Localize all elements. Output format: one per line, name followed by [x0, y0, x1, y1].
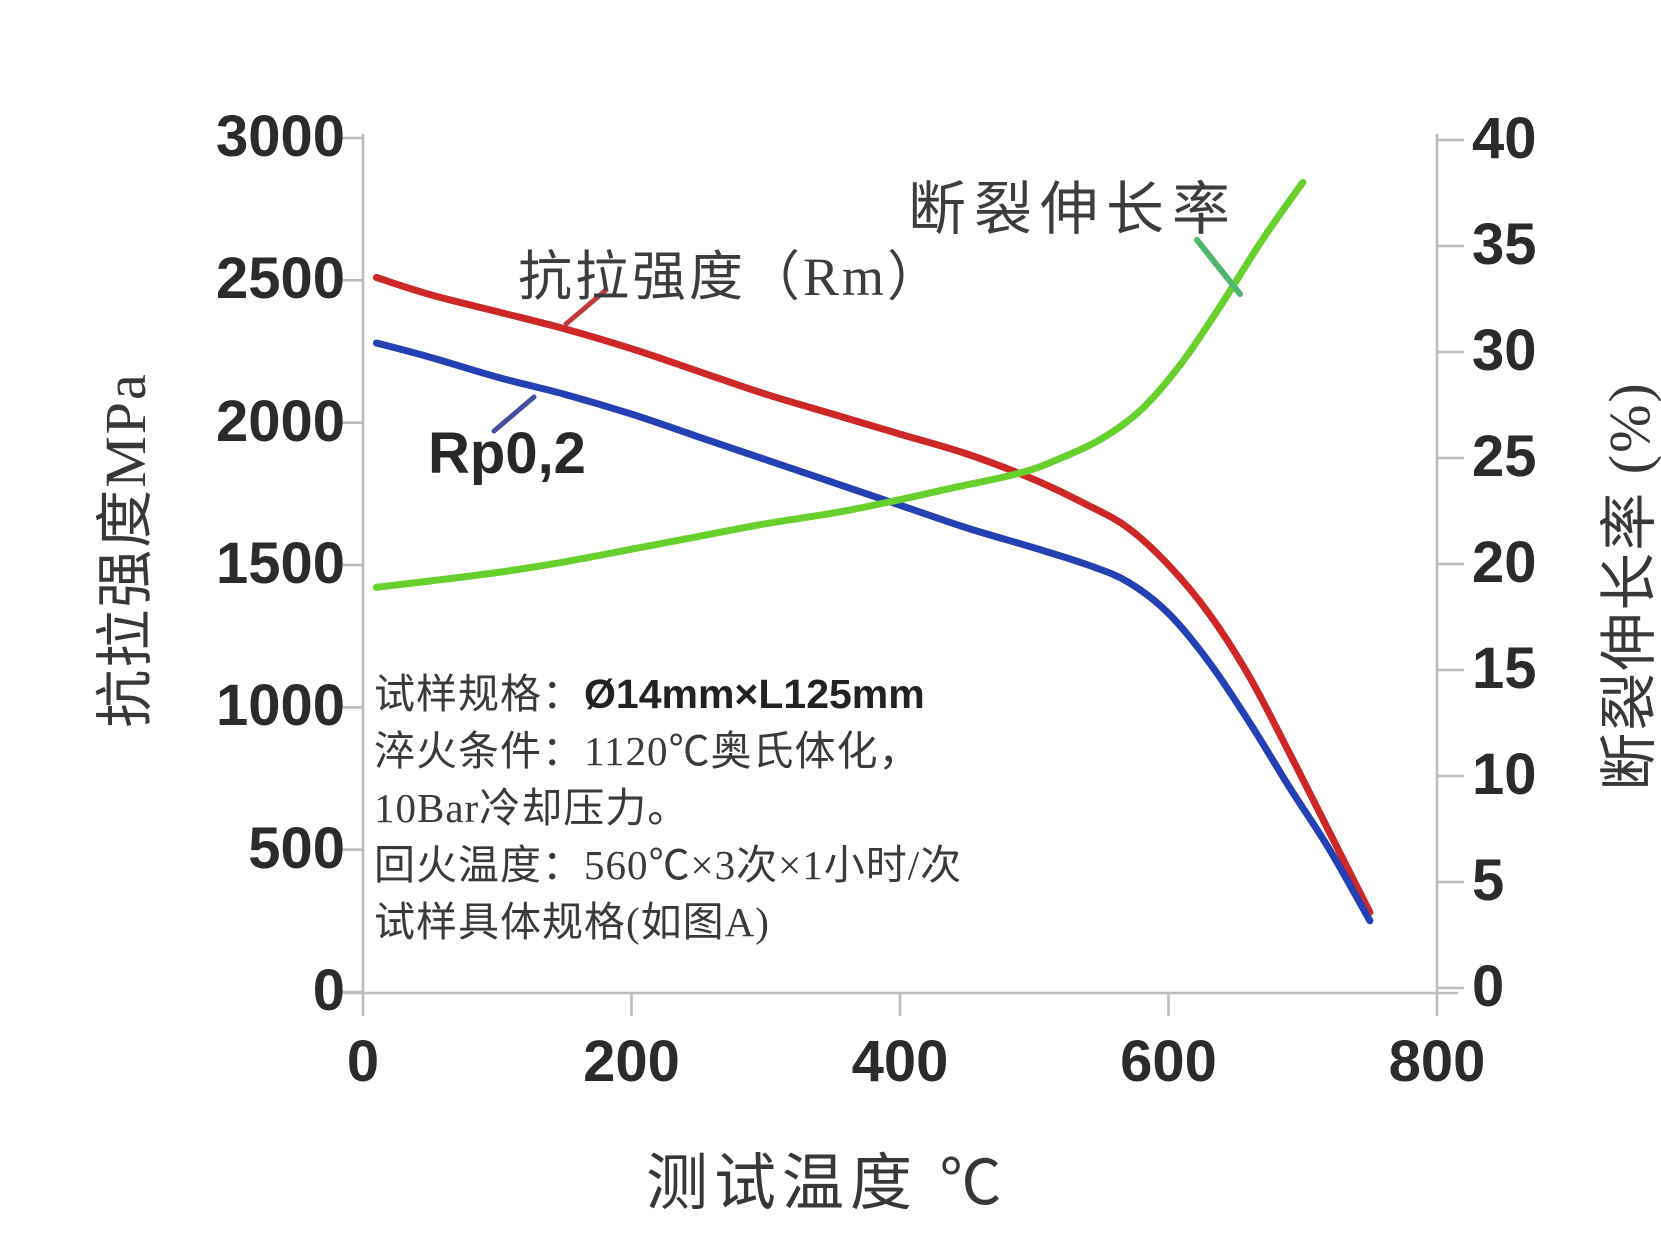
y-axis-right-title: 断裂伸长率 (%)	[1597, 381, 1661, 791]
annotation-line-specimen: 试样规格：Ø14mm×L125mm	[374, 666, 962, 723]
callout-elongation	[1194, 237, 1243, 297]
annotation-line-pressure: 10Bar冷却压力。	[374, 785, 690, 831]
y-left-tick-label-1500: 1500	[215, 530, 345, 596]
y-right-tick-label-40: 40	[1472, 105, 1537, 171]
x-tick-label-800: 800	[1388, 1029, 1486, 1094]
series-label-rm: 抗拉强度（Rm）	[518, 247, 945, 307]
x-tick-label-200: 200	[583, 1029, 680, 1094]
x-tick-label-400: 400	[851, 1029, 949, 1094]
y-right-tick-label-15: 15	[1472, 635, 1537, 701]
callout-rp02	[491, 394, 537, 434]
y-right-tick-label-5: 5	[1472, 847, 1505, 913]
annotation-line-temper: 回火温度：560℃×3次×1小时/次	[374, 842, 963, 888]
y-left-tick-label-2000: 2000	[215, 388, 345, 454]
y-right-tick-label-10: 10	[1472, 741, 1537, 807]
y-left-tick-label-0: 0	[312, 957, 345, 1023]
annotation-line-figure: 试样具体规格(如图A)	[374, 899, 770, 945]
y-right-tick-label-25: 25	[1472, 423, 1537, 489]
x-tick-label-600: 600	[1120, 1029, 1217, 1094]
series-label-rp02: Rp0,2	[428, 421, 586, 486]
y-left-tick-label-2500: 2500	[215, 246, 345, 312]
annotation-specimen-value: Ø14mm×L125mm	[584, 671, 925, 717]
curve-rm	[372, 273, 1374, 916]
y-left-tick-label-1000: 1000	[215, 673, 345, 739]
y-left-tick-label-500: 500	[248, 815, 345, 881]
y-left-tick-label-3000: 3000	[215, 103, 345, 169]
annotation-specimen-label: 试样规格：	[374, 671, 584, 717]
curve-elongation	[372, 178, 1307, 591]
x-axis-title: 测试温度 ℃	[646, 1150, 1008, 1218]
y-right-tick-label-30: 30	[1472, 317, 1537, 383]
callout-rm	[563, 287, 609, 327]
y-right-tick-label-0: 0	[1472, 953, 1505, 1019]
annotation-block: 试样规格：Ø14mm×L125mm 淬火条件：1120℃奥氏体化， 10Bar冷…	[374, 666, 962, 951]
y-axis-left-title: 抗拉强度MPa	[93, 372, 158, 728]
y-right-tick-label-35: 35	[1472, 211, 1537, 277]
series-label-elongation: 断裂伸长率	[908, 177, 1239, 242]
y-right-tick-label-20: 20	[1472, 529, 1537, 595]
annotation-line-quench: 淬火条件：1120℃奥氏体化，	[374, 728, 921, 774]
curve-rp02	[372, 339, 1374, 925]
x-tick-label-0: 0	[346, 1029, 380, 1094]
